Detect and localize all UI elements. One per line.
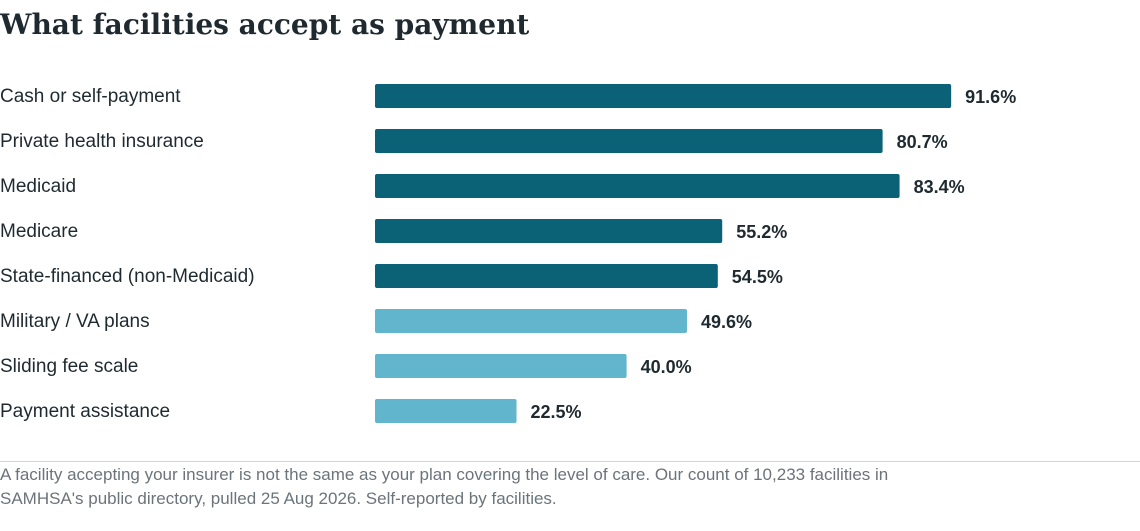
category-label: State-financed (non-Medicaid) <box>0 266 255 287</box>
category-label: Medicaid <box>0 176 76 197</box>
bar <box>375 219 723 243</box>
bar-chart: Cash or self-payment 91.6% Private health … <box>0 84 1016 423</box>
value-label: 49.6% <box>701 312 752 332</box>
category-label: Payment assistance <box>0 401 170 422</box>
value-label: 55.2% <box>736 222 787 242</box>
bar <box>375 174 900 198</box>
value-label: 80.7% <box>897 132 948 152</box>
divider-line <box>0 461 1140 462</box>
bar <box>375 84 952 108</box>
category-label: Sliding fee scale <box>0 356 138 377</box>
category-label: Medicare <box>0 221 78 242</box>
bar <box>375 354 627 378</box>
category-label: Cash or self-payment <box>0 86 181 107</box>
value-label: 22.5% <box>531 402 582 422</box>
bar-group: Cash or self-payment 91.6% Private health … <box>0 84 1016 423</box>
bar <box>375 129 883 153</box>
value-label: 91.6% <box>965 87 1016 107</box>
chart-title: What facilities accept as payment <box>0 8 530 41</box>
category-label: Private health insurance <box>0 131 204 152</box>
value-label: 40.0% <box>641 357 692 377</box>
category-label: Military / VA plans <box>0 311 150 332</box>
bar <box>375 309 687 333</box>
footnote: A facility accepting your insurer is not… <box>0 465 889 508</box>
bar <box>375 264 718 288</box>
value-label: 54.5% <box>732 267 783 287</box>
value-label: 83.4% <box>914 177 965 197</box>
bar <box>375 399 517 423</box>
